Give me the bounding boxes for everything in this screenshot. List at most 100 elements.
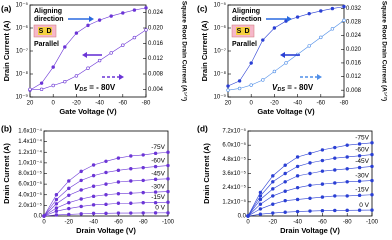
y-tick-label: 1.6x10⁻⁴ (18, 128, 42, 135)
data-point (141, 165, 145, 170)
data-point (345, 143, 349, 147)
panel-label: (c) (197, 3, 208, 13)
data-point (104, 202, 108, 207)
data-point (320, 195, 325, 199)
data-point (63, 79, 67, 84)
data-point (54, 213, 59, 217)
annotation: VDS = - 80V (74, 83, 116, 93)
data-point (54, 206, 59, 210)
data-point (109, 51, 113, 55)
y-tick-label: 6.0x10⁻⁵ (18, 181, 42, 188)
data-point (330, 27, 335, 31)
data-point (144, 28, 148, 32)
x-axis-title: Drain Voltage (V) (76, 226, 136, 235)
x-tick-label: -80 (139, 220, 148, 226)
data-point (258, 197, 263, 202)
data-point (91, 184, 96, 188)
data-point (86, 66, 90, 70)
data-point (320, 169, 325, 173)
data-point (132, 35, 137, 40)
data-point (370, 208, 374, 212)
x-tick-label: 20 (27, 101, 34, 107)
y-tick-label: 10⁻⁷ (16, 48, 28, 55)
data-point (74, 74, 79, 78)
y2-axis-title: Square Root Drain Current (A¹ᐟ²) (380, 1, 388, 101)
y-tick-label: 10⁻⁵ (214, 2, 227, 9)
data-point (116, 168, 121, 173)
y-tick-label: 1.2x10⁻⁴ (18, 149, 42, 156)
series-label: -45V (151, 171, 165, 178)
y-tick-label: 3.6x10⁻⁵ (222, 170, 246, 177)
y-tick-label: 1.2x10⁻⁵ (222, 198, 246, 205)
data-point (295, 185, 300, 190)
x-tick-label: -100 (366, 220, 379, 226)
data-point (28, 87, 32, 92)
data-point (333, 168, 337, 172)
data-point (79, 169, 83, 174)
y2-tick-label: 0.012 (148, 56, 164, 62)
data-point (333, 145, 337, 150)
data-point (308, 209, 312, 213)
data-point (345, 194, 349, 198)
data-point (144, 6, 148, 10)
series-label: -75V (151, 144, 165, 151)
device-channel (236, 27, 250, 35)
data-point (79, 188, 83, 192)
x-tick-label: -60 (118, 101, 127, 107)
data-point (345, 167, 349, 171)
data-point (104, 211, 108, 216)
data-point (63, 45, 67, 49)
data-point (51, 83, 55, 88)
series-label: -60V (151, 157, 165, 164)
data-point (330, 6, 335, 11)
data-point (91, 194, 96, 199)
data-point (67, 193, 71, 197)
series-label: -60V (355, 146, 369, 153)
annotation: Parallel (34, 41, 59, 48)
data-point (261, 38, 265, 42)
panel-label: (a) (1, 3, 12, 13)
data-point (333, 194, 337, 198)
y2-tick-label: 0.024 (346, 33, 362, 39)
data-point (333, 156, 337, 160)
y2-tick-label: 0.016 (148, 41, 164, 47)
annotation: D (46, 28, 51, 35)
data-point (129, 154, 133, 158)
data-point (320, 158, 325, 163)
data-point (258, 207, 263, 211)
y2-tick-label: 0.004 (148, 87, 164, 93)
data-point (166, 150, 170, 154)
y-tick-label: 1.4x10⁻⁴ (18, 138, 42, 145)
x-tick-label: -60 (114, 220, 123, 226)
data-point (295, 174, 300, 178)
data-point (370, 152, 374, 157)
data-point (307, 11, 311, 16)
data-point (283, 171, 287, 176)
data-point (237, 86, 242, 91)
data-point (249, 83, 253, 87)
data-point (109, 14, 113, 18)
data-point (166, 177, 170, 181)
data-point (116, 201, 121, 205)
y-tick-label: 1.0x10⁻⁴ (18, 159, 42, 166)
data-point (129, 167, 133, 171)
x-axis-title: Drain Voltage (V) (280, 226, 340, 235)
series-label: -45V (355, 158, 369, 165)
y2-tick-label: 0.032 (346, 6, 362, 12)
data-point (97, 18, 102, 22)
data-point (54, 209, 59, 213)
data-point (370, 164, 374, 169)
data-point (271, 174, 275, 178)
data-point (295, 15, 300, 19)
y-tick-label: 0.0 (238, 214, 247, 220)
data-point (51, 65, 55, 69)
y-tick-label: 8.0x10⁻⁵ (18, 170, 42, 177)
series-label: 0 V (359, 202, 369, 209)
data-point (153, 164, 158, 169)
annotation-part: DS (277, 87, 285, 93)
y-tick-label: 10⁻⁹ (214, 94, 227, 101)
annotation-part: V (272, 83, 278, 92)
arrow-head (287, 16, 292, 22)
device-channel (38, 27, 52, 35)
